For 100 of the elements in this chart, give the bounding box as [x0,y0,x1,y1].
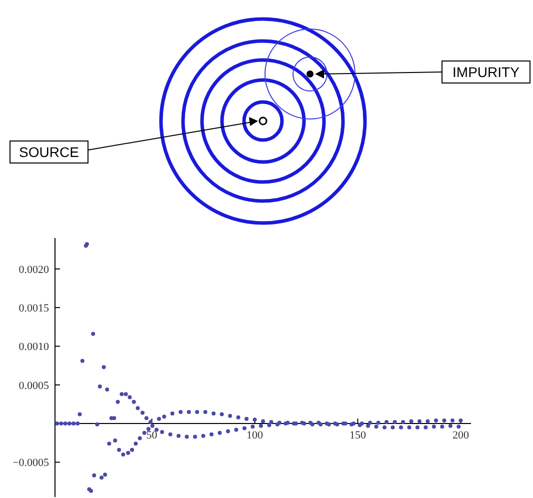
point [148,420,153,424]
point [267,423,272,428]
point [448,424,452,428]
point [102,365,106,370]
text: IMPURITY [452,64,520,80]
point [366,424,370,428]
point [162,414,166,419]
point [117,448,122,452]
point [170,412,174,416]
point [409,419,414,424]
y-tick-label: 0.0020 [18,264,50,276]
point [136,406,140,410]
point [456,424,461,429]
text: SOURCE [19,144,79,160]
point [80,358,84,363]
point [407,425,412,430]
point [234,428,238,432]
point [121,452,126,456]
point [218,430,222,435]
point [157,416,161,421]
point [178,410,183,414]
point [193,434,198,439]
point [252,418,257,422]
point [261,419,265,424]
point [160,430,164,434]
point [228,414,232,418]
point [150,424,154,428]
point [212,412,216,416]
point [424,425,428,430]
point [138,436,142,440]
point [426,419,430,424]
point [105,388,110,392]
point [78,412,82,416]
point [67,422,72,426]
y-tick-label: 0.0015 [18,302,50,315]
point [450,418,454,422]
point [258,424,263,428]
x-tick-label: 100 [246,430,264,442]
point [134,442,138,446]
point [392,420,397,424]
point [220,412,224,416]
point [376,420,380,425]
point [374,424,378,429]
point [59,422,64,426]
point [442,418,446,422]
point [186,410,191,414]
point [92,473,96,478]
y-tick-label: −0.0005 [12,457,50,470]
point [126,450,130,455]
y-tick-label: 0.0010 [18,341,50,354]
point [226,429,230,434]
point [95,422,100,426]
y-tick-label: 0.0005 [18,380,50,392]
point [210,432,214,436]
point [100,476,104,480]
point [432,424,436,429]
point [76,422,80,426]
point [250,424,255,429]
point [113,438,118,443]
point [201,434,206,438]
point [63,422,68,426]
point [384,420,389,424]
point [440,424,444,429]
point [390,425,395,430]
point [72,422,76,426]
x-tick-label: 150 [349,430,366,442]
x-tick-label: 200 [452,430,470,442]
point [418,419,422,424]
point [368,420,372,425]
x-tick-label: 50 [146,430,158,442]
point [168,432,172,436]
point [203,410,208,414]
point [434,418,438,422]
point [91,332,96,336]
point [107,442,112,446]
point [140,410,145,415]
point [120,392,124,396]
point [401,420,406,424]
point [176,434,181,438]
point [242,426,246,430]
point [132,400,136,404]
point [184,434,189,439]
point [142,430,146,435]
point [124,392,128,396]
point [146,426,150,431]
point [415,425,420,430]
point [269,420,274,424]
point [130,448,134,452]
point [382,425,387,430]
point [195,410,200,414]
point [144,416,148,420]
point [128,395,132,400]
point [236,415,240,420]
point [116,400,120,404]
point [398,425,403,430]
point [112,416,116,420]
point [98,384,102,388]
point [103,472,108,477]
point [244,416,249,421]
point [55,422,60,426]
